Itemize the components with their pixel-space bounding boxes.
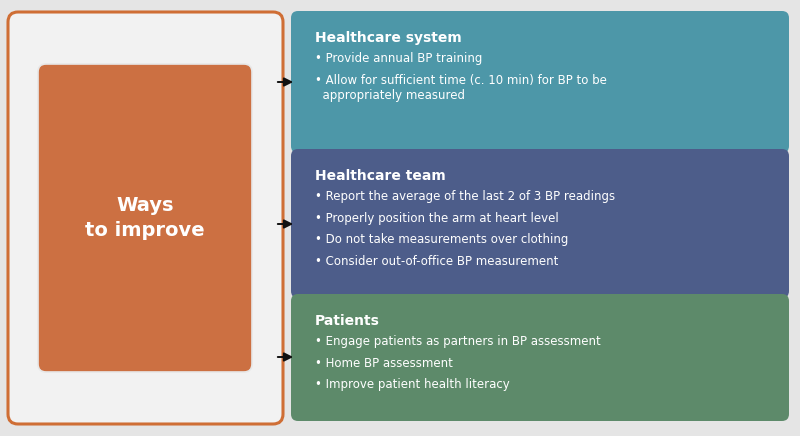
FancyBboxPatch shape <box>291 294 789 421</box>
Text: • Consider out-of-office BP measurement: • Consider out-of-office BP measurement <box>315 255 558 268</box>
FancyBboxPatch shape <box>291 149 789 298</box>
Text: Ways
to improve: Ways to improve <box>85 196 205 240</box>
FancyBboxPatch shape <box>8 12 283 424</box>
Text: Healthcare system: Healthcare system <box>315 31 462 45</box>
Text: • Allow for sufficient time (c. 10 min) for BP to be
  appropriately measured: • Allow for sufficient time (c. 10 min) … <box>315 74 607 102</box>
FancyBboxPatch shape <box>291 11 789 153</box>
Text: • Provide annual BP training: • Provide annual BP training <box>315 52 482 65</box>
Text: • Do not take measurements over clothing: • Do not take measurements over clothing <box>315 233 568 246</box>
Text: • Improve patient health literacy: • Improve patient health literacy <box>315 378 510 391</box>
Text: • Home BP assessment: • Home BP assessment <box>315 357 453 369</box>
Text: Patients: Patients <box>315 314 380 328</box>
Text: • Properly position the arm at heart level: • Properly position the arm at heart lev… <box>315 211 558 225</box>
FancyBboxPatch shape <box>38 64 252 372</box>
Text: Healthcare team: Healthcare team <box>315 169 446 183</box>
Text: • Report the average of the last 2 of 3 BP readings: • Report the average of the last 2 of 3 … <box>315 190 615 203</box>
Text: • Engage patients as partners in BP assessment: • Engage patients as partners in BP asse… <box>315 335 601 348</box>
